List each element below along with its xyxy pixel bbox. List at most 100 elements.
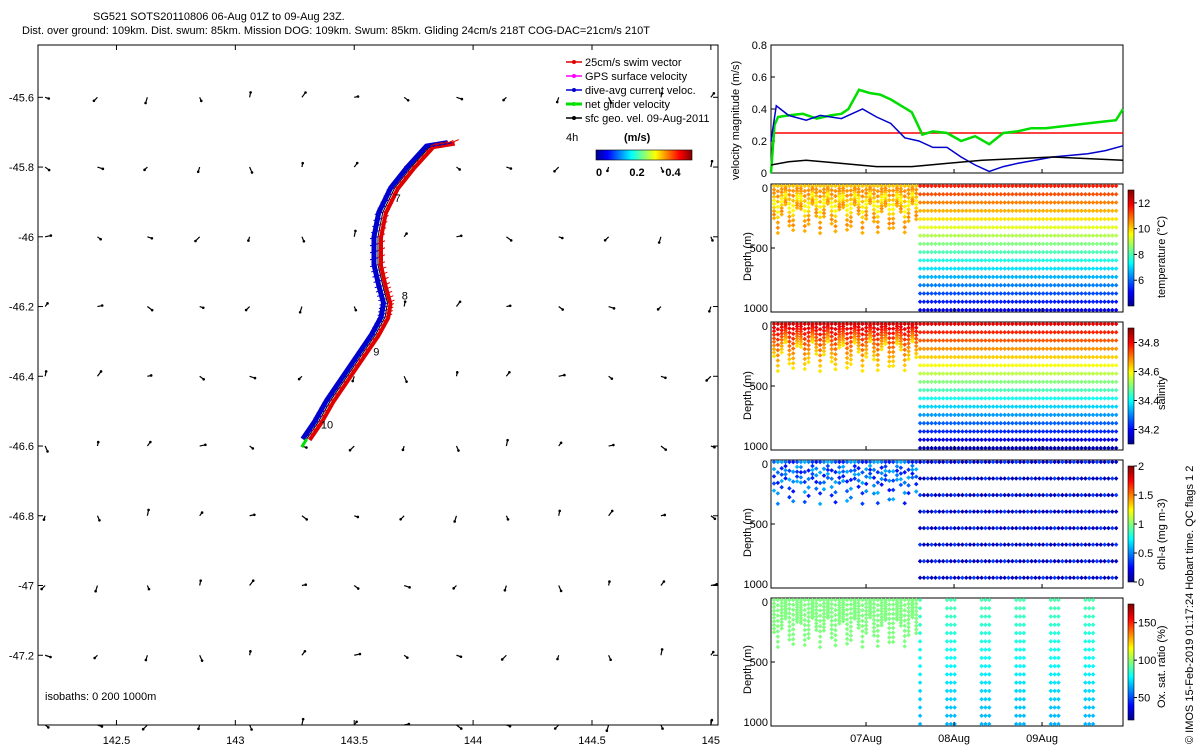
profile-point [1075, 291, 1080, 296]
profile-point [929, 282, 934, 288]
current-vector-head [247, 239, 250, 242]
profile-point [771, 336, 777, 341]
lat-tick-label: -47.2 [9, 650, 34, 662]
dive-avg-current-vector [390, 182, 399, 186]
current-vector-head [354, 229, 357, 233]
profile-point [779, 331, 784, 336]
profile-point [1106, 200, 1111, 205]
profile-point [990, 266, 996, 271]
current-vector-head [94, 589, 97, 593]
colorbar-tick-label: 0.5 [1138, 548, 1153, 560]
profile-point [925, 307, 931, 313]
colorbar-tick-label: 50 [1138, 693, 1150, 705]
profile-point [802, 346, 808, 352]
profile-point [1094, 249, 1100, 255]
profile-point [1113, 291, 1119, 296]
dive-avg-current-vector [301, 434, 310, 438]
profile-point [798, 344, 804, 350]
profile-point [1029, 225, 1034, 230]
swim-vector [385, 202, 393, 207]
swim-vector [394, 184, 402, 189]
depth-tick-label: 0 [762, 321, 768, 333]
profile-point [1090, 249, 1096, 255]
swim-vector [350, 367, 358, 372]
profile-point [1052, 282, 1057, 288]
profile-point [1033, 233, 1038, 238]
current-vector-head [508, 724, 512, 728]
legend-item: GPS surface velocity [585, 71, 688, 83]
lon-tick-label: 144 [464, 735, 482, 747]
profile-point [794, 324, 800, 329]
current-vector-head [503, 588, 507, 592]
profile-point [1079, 249, 1084, 255]
profile-point [1102, 291, 1107, 296]
dive-avg-current-vector [363, 339, 373, 343]
swim-vector [385, 310, 393, 314]
profile-point [937, 258, 942, 263]
profile-point [1113, 216, 1119, 222]
profile-point [1040, 258, 1046, 263]
profile-point [1021, 274, 1027, 280]
current-vector-head [98, 518, 101, 522]
profile-point [1086, 208, 1092, 214]
profile-point [1094, 241, 1100, 247]
profile-point [1052, 200, 1057, 205]
profile-point [814, 335, 819, 340]
profile-point [1075, 249, 1080, 255]
profile-point [1040, 266, 1046, 271]
depth-label-chla: Depth (m) [742, 508, 754, 557]
profile-point [1044, 266, 1050, 271]
profile-point [1002, 266, 1007, 271]
current-vector-head [298, 310, 302, 314]
profile-point [1063, 208, 1069, 214]
depth-tick-label: 0 [762, 183, 768, 195]
profile-point [1083, 233, 1088, 238]
lat-tick-label: -46.2 [9, 302, 34, 314]
profile-point [944, 274, 950, 280]
profile-point [1033, 225, 1038, 230]
current-vector-head [304, 91, 307, 94]
swim-vector [384, 290, 393, 295]
profile-point [771, 353, 777, 359]
profile-point [1079, 208, 1084, 214]
profile-point [779, 343, 784, 349]
swim-vector [406, 168, 415, 173]
profile-point [1113, 282, 1119, 288]
profile-point [1102, 249, 1107, 255]
profile-point [1106, 299, 1111, 304]
current-vector-head [605, 729, 609, 732]
profile-point [787, 330, 792, 336]
profile-point [1106, 307, 1111, 313]
profile-point [806, 359, 811, 365]
profile-point [1010, 307, 1015, 313]
current-vector-head [46, 450, 49, 453]
profile-point [917, 307, 923, 313]
profile-point [1086, 266, 1092, 271]
dive-avg-current-vector [417, 150, 426, 154]
profile-point [1033, 282, 1038, 288]
profile-point [1067, 299, 1073, 304]
colorbar-tick-label: 150 [1138, 618, 1156, 630]
legend-marker [572, 74, 576, 78]
oxygen-label: Ox. sat. ratio (%) [1156, 625, 1168, 708]
velocity-series [769, 88, 1125, 174]
profile-point [956, 266, 961, 271]
profile-point [971, 274, 977, 280]
profile-point [1086, 216, 1092, 222]
profile-point [806, 347, 811, 352]
profile-point [1040, 282, 1046, 288]
profile-point [1075, 200, 1080, 205]
dive-avg-current-vector [369, 257, 379, 261]
profile-point [1029, 307, 1034, 313]
colorbar-tick-label: 0 [1138, 577, 1144, 589]
profile-point [963, 274, 969, 280]
swim-vector [364, 346, 373, 351]
legend-marker [572, 60, 576, 64]
velocity-tick-label: 0.4 [752, 104, 767, 116]
depth-label-temp: Depth (m) [742, 232, 754, 281]
profile-point [1067, 307, 1073, 313]
profile-point [944, 282, 950, 288]
dive-avg-current-vector [369, 264, 379, 268]
profile-point [1033, 208, 1038, 214]
colorbar-tick-label: 1 [1138, 519, 1144, 531]
